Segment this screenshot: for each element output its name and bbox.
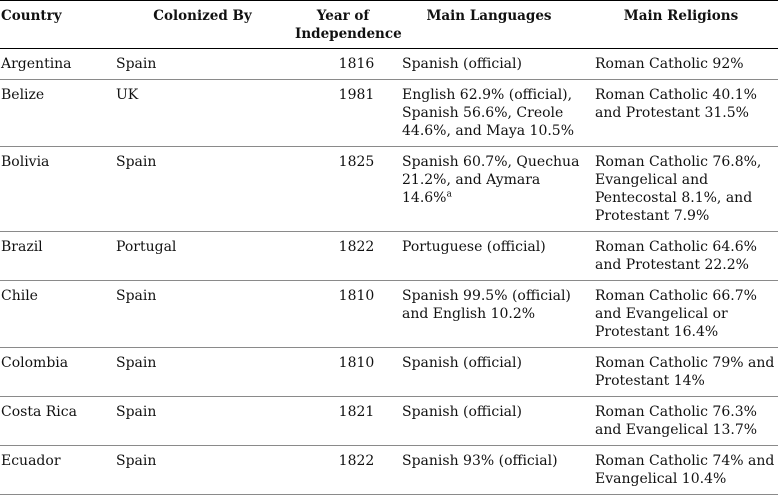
cell-colonized-by: Spain bbox=[113, 396, 292, 446]
cell-country: Costa Rica bbox=[0, 396, 113, 446]
cell-colonized-by: Spain bbox=[113, 445, 292, 495]
header-year-of-independence: Year of Independence bbox=[292, 0, 402, 49]
table-row: Colombia Spain 1810 Spanish (official) R… bbox=[0, 347, 778, 397]
cell-country: Chile bbox=[0, 280, 113, 348]
cell-languages: Spanish (official) bbox=[394, 396, 584, 446]
table-row: Costa Rica Spain 1821 Spanish (official)… bbox=[0, 396, 778, 446]
cell-country: Argentina bbox=[0, 48, 113, 80]
table-body: Argentina Spain 1816 Spanish (official) … bbox=[0, 48, 778, 495]
table-row: Brazil Portugal 1822 Portuguese (officia… bbox=[0, 231, 778, 281]
cell-languages: Spanish (official) bbox=[394, 347, 584, 397]
cell-religions: Roman Catholic 40.1% and Protestant 31.5… bbox=[584, 79, 778, 147]
cell-languages: Spanish 60.7%, Quechua 21.2%, and Aymara… bbox=[394, 146, 584, 232]
header-year-line1: Year of bbox=[316, 8, 370, 24]
header-colonized-by: Colonized By bbox=[113, 0, 292, 49]
header-row: Country Colonized By Year of Independence… bbox=[0, 0, 778, 49]
cell-country: Bolivia bbox=[0, 146, 113, 232]
cell-colonized-by: UK bbox=[113, 79, 292, 147]
cell-languages: Spanish (official) bbox=[394, 48, 584, 80]
cell-languages: Portuguese (official) bbox=[394, 231, 584, 281]
cell-languages: Spanish 93% (official) bbox=[394, 445, 584, 495]
cell-religions: Roman Catholic 79% and Protestant 14% bbox=[584, 347, 778, 397]
cell-colonized-by: Spain bbox=[113, 280, 292, 348]
cell-year: 1816 bbox=[292, 48, 394, 80]
cell-country: Ecuador bbox=[0, 445, 113, 495]
cell-colonized-by: Portugal bbox=[113, 231, 292, 281]
cell-colonized-by: Spain bbox=[113, 347, 292, 397]
cell-religions: Roman Catholic 66.7% and Evangelical or … bbox=[584, 280, 778, 348]
header-year-line2: Independence bbox=[295, 26, 402, 42]
cell-year: 1810 bbox=[292, 347, 394, 397]
table-row: Chile Spain 1810 Spanish 99.5% (official… bbox=[0, 280, 778, 348]
cell-colonized-by: Spain bbox=[113, 146, 292, 232]
cell-year: 1821 bbox=[292, 396, 394, 446]
cell-colonized-by: Spain bbox=[113, 48, 292, 80]
table-header: Country Colonized By Year of Independence… bbox=[0, 0, 778, 49]
cell-year: 1822 bbox=[292, 445, 394, 495]
cell-religions: Roman Catholic 92% bbox=[584, 48, 778, 80]
table-row: Argentina Spain 1816 Spanish (official) … bbox=[0, 48, 778, 80]
cell-religions: Roman Catholic 64.6% and Protestant 22.2… bbox=[584, 231, 778, 281]
cell-year: 1822 bbox=[292, 231, 394, 281]
cell-religions: Roman Catholic 76.3% and Evangelical 13.… bbox=[584, 396, 778, 446]
cell-year: 1810 bbox=[292, 280, 394, 348]
header-country: Country bbox=[0, 0, 113, 49]
header-main-languages: Main Languages bbox=[394, 0, 584, 49]
footnote-marker: a bbox=[446, 189, 452, 200]
cell-country: Colombia bbox=[0, 347, 113, 397]
cell-languages: English 62.9% (official), Spanish 56.6%,… bbox=[394, 79, 584, 147]
languages-text: Spanish 60.7%, Quechua 21.2%, and Aymara… bbox=[402, 154, 580, 206]
cell-year: 1981 bbox=[292, 79, 394, 147]
cell-country: Brazil bbox=[0, 231, 113, 281]
cell-religions: Roman Catholic 76.8%, Evangelical and Pe… bbox=[584, 146, 778, 232]
cell-languages: Spanish 99.5% (official) and English 10.… bbox=[394, 280, 584, 348]
table-row: Belize UK 1981 English 62.9% (official),… bbox=[0, 79, 778, 147]
cell-country: Belize bbox=[0, 79, 113, 147]
cell-religions: Roman Catholic 74% and Evangelical 10.4% bbox=[584, 445, 778, 495]
table-row: Ecuador Spain 1822 Spanish 93% (official… bbox=[0, 445, 778, 495]
table-row: Bolivia Spain 1825 Spanish 60.7%, Quechu… bbox=[0, 146, 778, 232]
cell-year: 1825 bbox=[292, 146, 394, 232]
header-main-religions: Main Religions bbox=[584, 0, 778, 49]
